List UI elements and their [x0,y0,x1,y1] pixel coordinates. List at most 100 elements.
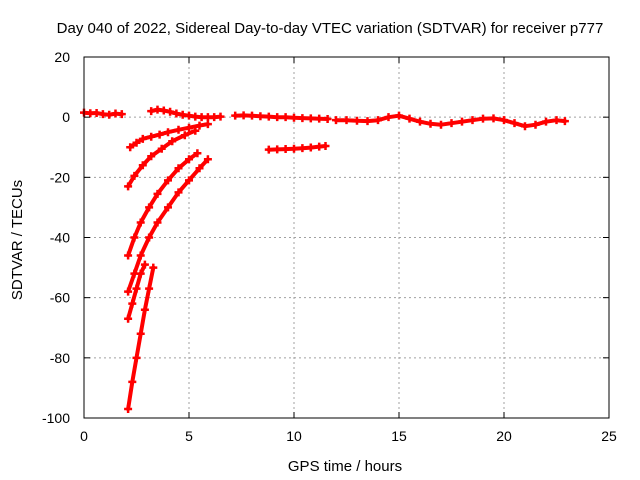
x-axis-title: GPS time / hours [288,458,402,475]
data-point [342,116,351,125]
axis-ticks: 0 5 10 15 20 25 -100 -80 -60 -40 -20 0 20 [42,49,617,444]
data-point [174,125,183,134]
series-arc-steep-b [124,126,200,191]
data-point [136,251,145,260]
data-point [273,113,282,122]
series-arc-steep-d [124,155,212,296]
data-point [140,305,149,314]
data-point [191,126,200,135]
series-band [128,122,210,150]
data-point [174,164,183,173]
data-point [128,377,137,386]
data-point [136,329,145,338]
data-point [500,116,508,125]
data-point [264,145,273,154]
data-point [126,143,135,152]
data-point [405,114,414,123]
data-point [138,134,147,143]
data-point [145,203,154,212]
data-point [363,117,372,126]
data-point [147,132,156,141]
data-point [437,120,445,129]
data-point [174,188,183,197]
y-tick-label: -20 [50,169,70,185]
data-point [117,110,126,119]
data-point [231,111,240,120]
x-tick-label: 20 [496,428,512,444]
data-point [185,123,193,132]
data-point [147,152,156,161]
series-arc-steep-e [124,260,149,323]
data-point [479,114,487,123]
data-point [273,145,282,154]
series-arc-main-4 [332,111,569,131]
data-point [195,164,204,173]
data-point [157,144,166,153]
series-band [126,157,210,294]
data-point [124,251,133,260]
data-point [145,284,154,293]
series-arc-mid [264,142,330,154]
data-point [180,131,189,140]
series-arc-main-2 [147,105,225,122]
y-tick-label: -100 [42,410,70,426]
data-point [130,171,139,180]
data-point [290,144,298,153]
x-tick-label: 0 [80,428,88,444]
data-point [458,117,466,126]
data-point [140,260,149,269]
data-point [323,114,332,123]
data-point [426,119,435,128]
data-point [315,114,324,123]
series-arc-main-3 [231,111,332,123]
series-arc-steep-c [124,149,202,260]
data-point [374,116,382,125]
data-point [521,122,529,131]
data-point [138,161,147,170]
data-point [239,111,248,120]
data-point [132,284,141,293]
data-point [124,182,133,191]
data-point [164,203,172,212]
data-point [510,119,519,128]
data-point [203,155,212,164]
data-point [124,314,133,323]
data-point [384,113,393,122]
x-tick-label: 15 [391,428,407,444]
data-point [136,218,145,227]
data-point [560,117,569,126]
y-tick-label: 20 [54,49,70,65]
data-point [395,111,403,120]
data-point [203,120,212,129]
data-point [468,116,477,125]
data-point [155,130,164,139]
data-point [164,176,172,185]
data-point [185,155,193,164]
data-point [124,404,133,413]
y-tick-label: 0 [62,109,70,125]
data-point [185,176,193,185]
data-point [132,138,141,147]
data-point [353,116,361,125]
data-point [552,116,561,125]
y-tick-label: -60 [50,290,70,306]
data-point [298,144,307,153]
x-tick-label: 10 [286,428,302,444]
data-point [332,116,340,125]
data-point [542,117,550,126]
data-point [145,233,154,242]
data-point [281,113,290,122]
data-point [416,117,424,126]
data-point [256,112,265,121]
data-point [216,112,225,121]
data-point [248,111,256,120]
data-point [166,107,175,116]
data-point [306,114,315,123]
data-point [153,218,162,227]
y-tick-label: -80 [50,350,70,366]
data-points [80,105,569,413]
data-point [128,299,137,308]
data-point [298,114,307,123]
data-point [306,143,315,152]
y-axis-title: SDTVAR / TECUs [9,180,26,300]
